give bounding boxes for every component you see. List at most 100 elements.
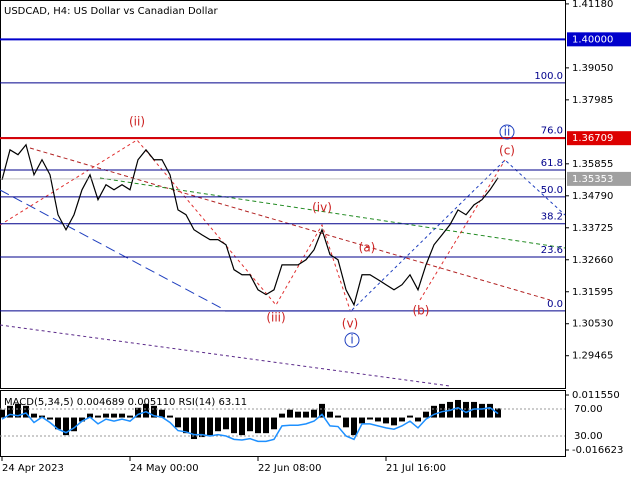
price-box-label: 1.35353 xyxy=(572,174,613,185)
y-tick-label: 1.30530 xyxy=(572,319,613,330)
macd-bar xyxy=(111,413,117,418)
x-tick-label: 21 Jul 16:00 xyxy=(386,463,446,474)
macd-bar xyxy=(23,405,29,418)
macd-bar xyxy=(383,417,389,424)
wave-label: (v) xyxy=(342,317,358,331)
fib-label: 76.0 xyxy=(541,126,563,137)
macd-bar xyxy=(367,417,373,420)
macd-bar xyxy=(463,401,469,418)
macd-bar xyxy=(335,415,341,418)
macd-bar xyxy=(487,403,493,418)
macd-bar xyxy=(87,413,93,418)
wave-label: (b) xyxy=(413,304,430,318)
macd-bar xyxy=(175,417,181,428)
macd-bar xyxy=(303,411,309,418)
macd-bar xyxy=(239,417,245,436)
macd-bar xyxy=(271,417,277,430)
wave-label: (ii) xyxy=(129,115,145,129)
macd-bar xyxy=(263,417,269,434)
main-frame xyxy=(0,0,566,389)
fib-label: 23.6 xyxy=(541,245,563,256)
fib-label: 0.0 xyxy=(547,299,563,310)
fib-label: 61.8 xyxy=(541,158,563,169)
macd-bar xyxy=(479,403,485,418)
macd-bar xyxy=(151,405,157,418)
price-box xyxy=(567,32,631,47)
y-tick-label: 1.32660 xyxy=(572,255,613,266)
y-tick-label: 1.33725 xyxy=(572,223,613,234)
wave-label: (c) xyxy=(499,144,515,158)
macd-bar xyxy=(71,417,77,432)
macd-bar xyxy=(7,405,13,418)
wave-label: (iv) xyxy=(312,201,332,215)
wave-line xyxy=(0,139,351,311)
wave-label: i xyxy=(350,333,353,347)
fib-label: 38.2 xyxy=(541,212,563,223)
macd-bar xyxy=(223,417,229,430)
macd-bar xyxy=(343,417,349,428)
macd-bar xyxy=(55,417,61,430)
wave-circle xyxy=(344,332,360,348)
price-line xyxy=(1,143,499,307)
trendline xyxy=(0,189,226,311)
macd-bar xyxy=(431,405,437,418)
macd-bar xyxy=(391,417,397,426)
macd-bar xyxy=(95,415,101,418)
macd-bar xyxy=(311,409,317,418)
macd-bar xyxy=(215,417,221,432)
macd-bar xyxy=(127,415,133,418)
macd-bar xyxy=(207,417,213,436)
wave-circle xyxy=(499,124,515,140)
macd-bar xyxy=(119,413,125,418)
x-tick-label: 24 Apr 2023 xyxy=(2,463,64,474)
trendline xyxy=(0,324,451,387)
y2-tick-label: 30.00 xyxy=(574,431,603,442)
y-tick-label: 1.35855 xyxy=(572,159,613,170)
macd-bar xyxy=(63,417,69,436)
macd-bar xyxy=(191,417,197,440)
macd-bar xyxy=(159,409,165,418)
macd-bar xyxy=(415,417,421,422)
trendline xyxy=(99,177,566,249)
macd-bar xyxy=(327,411,333,418)
rsi-line xyxy=(1,406,499,443)
macd-bar xyxy=(407,415,413,418)
macd-bar xyxy=(279,413,285,418)
macd-bar xyxy=(199,417,205,438)
macd-bar xyxy=(167,415,173,418)
fib-label: 100.0 xyxy=(534,71,563,82)
macd-bar xyxy=(375,417,381,422)
macd-bar xyxy=(103,413,109,418)
macd-bar xyxy=(439,403,445,418)
fib-label: 50.0 xyxy=(541,185,563,196)
macd-bar xyxy=(47,417,53,420)
macd-bar xyxy=(399,417,405,422)
y-tick-label: 1.31595 xyxy=(572,287,613,298)
wave-label: ii xyxy=(504,125,511,139)
macd-bar xyxy=(0,409,5,418)
trendline xyxy=(29,147,551,301)
y-tick-label: 1.39050 xyxy=(572,63,613,74)
y-tick-label: 1.37985 xyxy=(572,95,613,106)
macd-bar xyxy=(359,417,365,424)
y2-tick-label: 70.00 xyxy=(574,404,603,415)
y-tick-label: 1.41180 xyxy=(572,0,613,10)
macd-bar xyxy=(319,403,325,418)
price-box-label: 1.36709 xyxy=(572,133,613,144)
macd-bar xyxy=(183,417,189,434)
y-tick-label: 1.29465 xyxy=(572,351,613,362)
wave-label: (iii) xyxy=(266,311,285,325)
y-tick-label: -0.016623 xyxy=(572,445,623,456)
x-tick-label: 22 Jun 08:00 xyxy=(258,463,322,474)
macd-bar xyxy=(143,403,149,418)
macd-bar xyxy=(231,417,237,434)
macd-bar xyxy=(295,411,301,418)
indicator-frame xyxy=(0,390,566,457)
macd-bar xyxy=(31,413,37,418)
macd-bar xyxy=(79,417,85,422)
indicator-title: MACD(5,34,5) 0.004689 0.005110 RSI(14) 6… xyxy=(4,397,247,408)
chart-title: USDCAD, H4: US Dollar vs Canadian Dollar xyxy=(4,6,218,17)
x-tick-label: 24 May 00:00 xyxy=(130,463,199,474)
